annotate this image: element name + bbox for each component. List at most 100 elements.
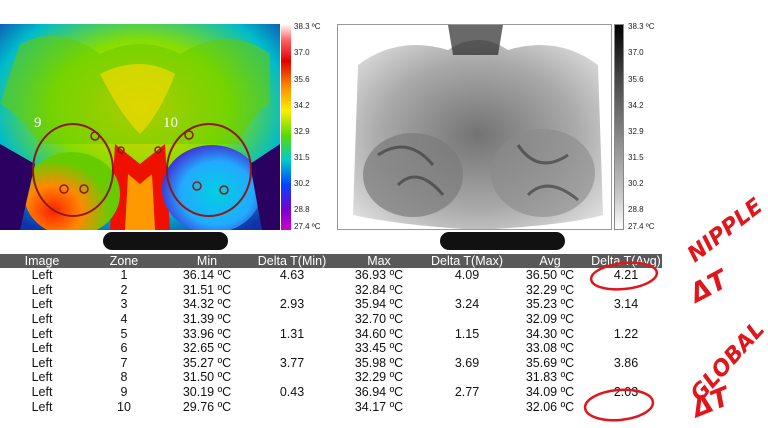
- redaction-bar: [440, 232, 565, 250]
- zone-label-right: 10: [163, 115, 178, 131]
- table-cell: 33.08 ºC: [525, 341, 575, 356]
- table-row: Left 8 31.50 ºC 32.29 ºC 31.83 ºC: [0, 370, 662, 385]
- table-cell: 34.32 ºC: [182, 297, 232, 312]
- table-row: Left 3 34.32 ºC 2.93 35.94 ºC 3.24 35.23 ºC 3.1…: [0, 297, 662, 312]
- table-cell: Left: [31, 326, 53, 341]
- table-cell: 3.86: [613, 355, 639, 370]
- table-cell: 33.96 ºC: [182, 326, 232, 341]
- gray-scale-max: 38.3 ºC: [628, 22, 655, 31]
- table-cell: 3.69: [454, 355, 480, 370]
- table-row: Left 9 30.19 ºC 0.43 36.94 ºC 2.77 34.09 ºC 2.0…: [0, 385, 662, 400]
- table-cell: 35.27 ºC: [182, 355, 232, 370]
- color-scale-tick: 32.9: [294, 127, 310, 136]
- table-cell: Left: [31, 385, 53, 400]
- table-cell: 5: [120, 326, 128, 341]
- table-cell: 35.94 ºC: [354, 297, 404, 312]
- thermal-color-graphic: [0, 24, 280, 230]
- gray-scale-tick: 28.8: [628, 205, 644, 214]
- table-cell: 3: [120, 297, 128, 312]
- table-cell: 3.24: [454, 297, 480, 312]
- table-row: Left 2 31.51 ºC 32.84 ºC 32.29 ºC: [0, 283, 662, 298]
- table-cell: 36.14 ºC: [182, 268, 232, 283]
- table-cell: 4.09: [454, 268, 480, 283]
- table-cell: 33.45 ºC: [354, 341, 404, 356]
- table-body: Left 1 36.14 ºC 4.63 36.93 ºC 4.09 36.50 ºC 4.2…: [0, 268, 662, 414]
- table-cell: 35.98 ºC: [354, 355, 404, 370]
- table-cell: 31.39 ºC: [182, 312, 232, 327]
- color-scale-tick: 34.2: [294, 101, 310, 110]
- table-cell: 34.09 ºC: [525, 385, 575, 400]
- table-row: Left 4 31.39 ºC 32.70 ºC 32.09 ºC: [0, 312, 662, 327]
- redaction-bar: [103, 232, 228, 250]
- color-scale-max: 38.3 ºC: [294, 22, 321, 31]
- table-cell: 32.29 ºC: [354, 370, 404, 385]
- table-cell: Left: [31, 282, 53, 297]
- table-cell: 2.77: [454, 385, 480, 400]
- table-cell: Left: [31, 312, 53, 327]
- table-cell: 0.43: [279, 385, 305, 400]
- table-cell: 2: [120, 282, 128, 297]
- table-cell: Left: [31, 268, 53, 283]
- table-cell: 32.84 ºC: [354, 282, 404, 297]
- column-header: Max: [334, 254, 424, 268]
- table-cell: Left: [31, 341, 53, 356]
- color-temperature-scale: [281, 24, 291, 230]
- grayscale-graphic: [338, 25, 611, 229]
- table-cell: 9: [120, 385, 128, 400]
- table-cell: 34.60 ºC: [354, 326, 404, 341]
- temperature-table: Image Zone Min Delta T(Min) Max Delta T(…: [0, 254, 662, 414]
- gray-scale-tick: 31.5: [628, 153, 644, 162]
- color-scale-tick: 31.5: [294, 153, 310, 162]
- table-cell: 32.65 ºC: [182, 341, 232, 356]
- gray-scale-min: 27.4 ºC: [628, 222, 655, 231]
- column-header: Min: [164, 254, 250, 268]
- table-cell: 32.06 ºC: [525, 399, 575, 414]
- table-cell: 29.76 ºC: [182, 399, 232, 414]
- color-scale-tick: 28.8: [294, 205, 310, 214]
- table-cell: 7: [120, 355, 128, 370]
- table-cell: 2.03: [613, 385, 639, 400]
- table-cell: 1.22: [613, 326, 639, 341]
- table-cell: Left: [31, 399, 53, 414]
- table-cell: 4.21: [613, 268, 639, 283]
- table-row: Left 6 32.65 ºC 33.45 ºC 33.08 ºC: [0, 341, 662, 356]
- table-cell: 31.51 ºC: [182, 282, 232, 297]
- table-cell: 3.14: [613, 297, 639, 312]
- table-row: Left 10 29.76 ºC 34.17 ºC 32.06 ºC: [0, 399, 662, 414]
- table-cell: 32.09 ºC: [525, 312, 575, 327]
- table-cell: 35.23 ºC: [525, 297, 575, 312]
- gray-scale-tick: 34.2: [628, 101, 644, 110]
- table-cell: 10: [117, 399, 131, 414]
- color-scale-tick: 37.0: [294, 48, 310, 57]
- zone-label-left: 9: [34, 115, 42, 131]
- annotation-circle-nipple: [589, 261, 659, 291]
- thermal-grayscale-image: [337, 24, 612, 230]
- table-cell: 4.63: [279, 268, 305, 283]
- table-cell: 1.15: [454, 326, 480, 341]
- table-cell: 36.93 ºC: [354, 268, 404, 283]
- table-cell: 8: [120, 370, 128, 385]
- table-cell: 32.29 ºC: [525, 282, 575, 297]
- color-scale-tick: 35.6: [294, 75, 310, 84]
- annotation-circle-global: [583, 388, 655, 422]
- table-cell: Left: [31, 297, 53, 312]
- gray-scale-tick: 30.2: [628, 179, 644, 188]
- table-cell: 1: [120, 268, 128, 283]
- table-cell: 36.94 ºC: [354, 385, 404, 400]
- color-scale-min: 27.4 ºC: [294, 222, 321, 231]
- table-cell: 30.19 ºC: [182, 385, 232, 400]
- table-cell: 6: [120, 341, 128, 356]
- column-header: Avg: [510, 254, 590, 268]
- table-cell: 4: [120, 312, 128, 327]
- column-header: Delta T(Max): [424, 254, 510, 268]
- table-cell: 35.69 ºC: [525, 355, 575, 370]
- table-row: Left 5 33.96 ºC 1.31 34.60 ºC 1.15 34.30 ºC 1.2…: [0, 326, 662, 341]
- table-cell: Left: [31, 355, 53, 370]
- table-cell: 3.77: [279, 355, 305, 370]
- table-cell: 31.50 ºC: [182, 370, 232, 385]
- table-cell: 1.31: [279, 326, 305, 341]
- table-cell: Left: [31, 370, 53, 385]
- grayscale-temperature-scale: [614, 24, 624, 230]
- thermal-color-image: 9 10: [0, 24, 280, 230]
